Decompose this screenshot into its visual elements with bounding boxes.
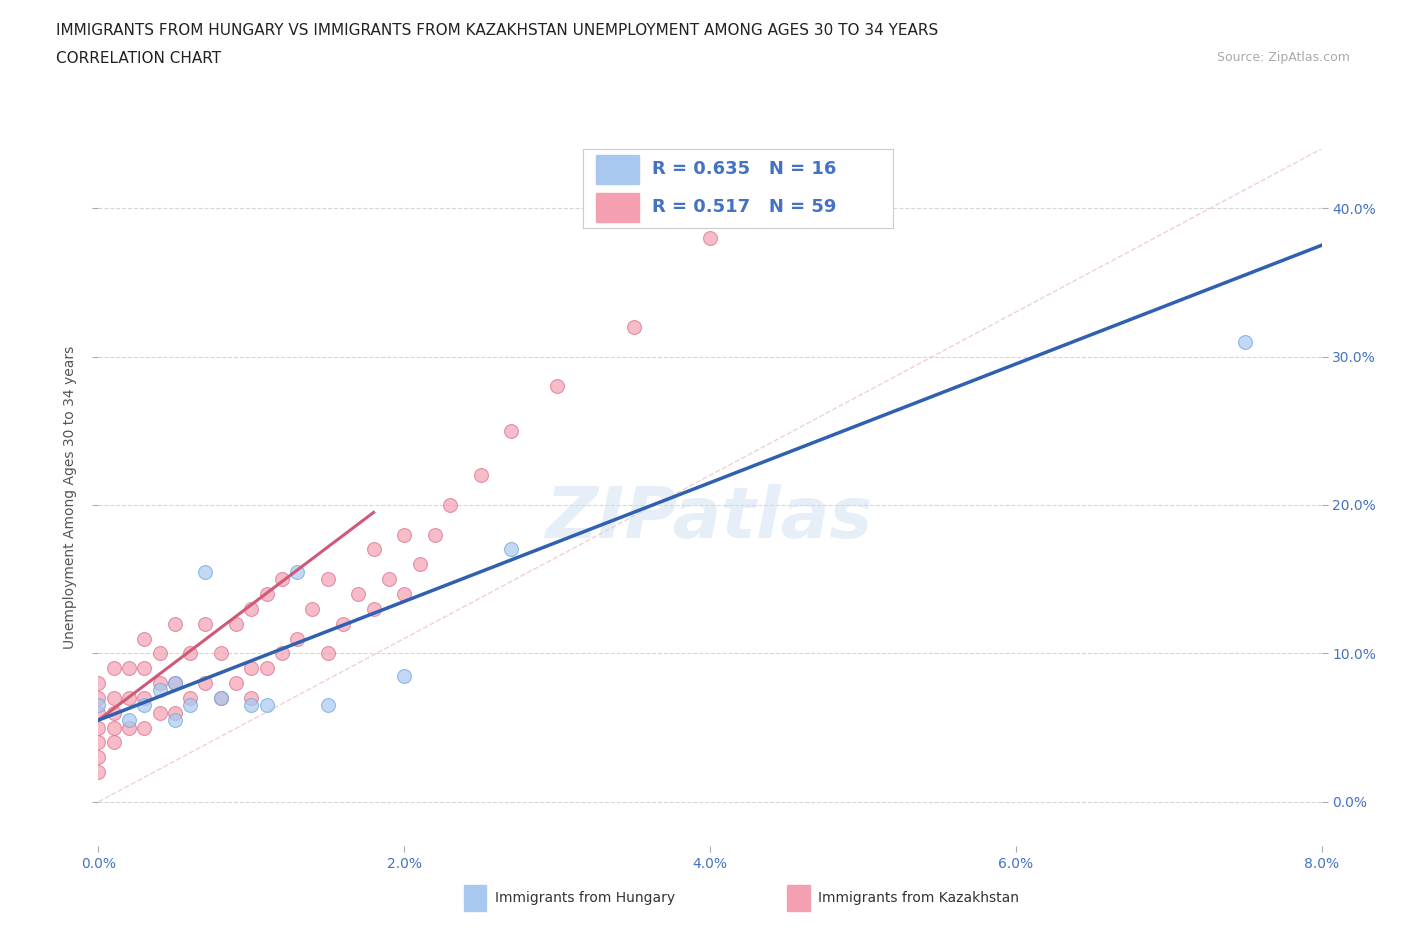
Point	[439, 498, 461, 512]
Point	[87, 690, 110, 705]
Point	[240, 690, 263, 705]
Bar	[596, 155, 640, 183]
Point	[149, 705, 172, 720]
Point	[103, 690, 125, 705]
Point	[87, 720, 110, 735]
Point	[240, 698, 263, 712]
Point	[163, 617, 186, 631]
Point	[623, 319, 645, 334]
Point	[103, 705, 125, 720]
Point	[316, 646, 339, 661]
Point	[87, 735, 110, 750]
Point	[87, 764, 110, 779]
Point	[134, 698, 156, 712]
Point	[392, 587, 416, 602]
Point	[179, 698, 201, 712]
Point	[392, 668, 416, 683]
Point	[87, 705, 110, 720]
Point	[347, 587, 370, 602]
Point	[501, 542, 523, 557]
Point	[225, 617, 247, 631]
Point	[256, 587, 278, 602]
Point	[103, 735, 125, 750]
Point	[363, 602, 385, 617]
Point	[118, 720, 141, 735]
Text: CORRELATION CHART: CORRELATION CHART	[56, 51, 221, 66]
Point	[194, 617, 217, 631]
Point	[163, 712, 186, 727]
Point	[699, 231, 721, 246]
Point	[103, 661, 125, 676]
Point	[256, 698, 278, 712]
Point	[179, 690, 201, 705]
Point	[423, 527, 446, 542]
Point	[209, 646, 232, 661]
Point	[163, 675, 186, 690]
Point	[194, 675, 217, 690]
Point	[134, 661, 156, 676]
Point	[285, 565, 308, 579]
Point	[225, 675, 247, 690]
Point	[240, 661, 263, 676]
Point	[118, 712, 141, 727]
Text: R = 0.517   N = 59: R = 0.517 N = 59	[651, 198, 837, 217]
Point	[179, 646, 201, 661]
Text: Source: ZipAtlas.com: Source: ZipAtlas.com	[1216, 51, 1350, 64]
Point	[118, 661, 141, 676]
Bar	[596, 193, 640, 221]
Point	[470, 468, 492, 483]
Point	[103, 720, 125, 735]
Point	[301, 602, 323, 617]
Point	[134, 690, 156, 705]
Point	[194, 565, 217, 579]
Point	[118, 690, 141, 705]
Point	[134, 631, 156, 646]
Point	[149, 683, 172, 698]
Point	[1234, 334, 1257, 349]
Point	[256, 661, 278, 676]
Point	[316, 698, 339, 712]
Text: Immigrants from Kazakhstan: Immigrants from Kazakhstan	[818, 891, 1019, 906]
Point	[270, 646, 294, 661]
Point	[87, 750, 110, 764]
Text: R = 0.635   N = 16: R = 0.635 N = 16	[651, 160, 837, 179]
Point	[408, 557, 430, 572]
Point	[501, 423, 523, 438]
Text: IMMIGRANTS FROM HUNGARY VS IMMIGRANTS FROM KAZAKHSTAN UNEMPLOYMENT AMONG AGES 30: IMMIGRANTS FROM HUNGARY VS IMMIGRANTS FR…	[56, 23, 938, 38]
Point	[149, 675, 172, 690]
Point	[546, 379, 568, 393]
Point	[87, 675, 110, 690]
Point	[363, 542, 385, 557]
Point	[209, 690, 232, 705]
Text: ZIPatlas: ZIPatlas	[547, 484, 873, 553]
Point	[240, 602, 263, 617]
Point	[87, 698, 110, 712]
Point	[270, 572, 294, 587]
Point	[163, 675, 186, 690]
Point	[392, 527, 416, 542]
Point	[149, 646, 172, 661]
Point	[163, 705, 186, 720]
Point	[316, 572, 339, 587]
Text: Immigrants from Hungary: Immigrants from Hungary	[495, 891, 675, 906]
Point	[209, 690, 232, 705]
Point	[134, 720, 156, 735]
Point	[285, 631, 308, 646]
Y-axis label: Unemployment Among Ages 30 to 34 years: Unemployment Among Ages 30 to 34 years	[63, 346, 77, 649]
Point	[332, 617, 354, 631]
Point	[378, 572, 401, 587]
